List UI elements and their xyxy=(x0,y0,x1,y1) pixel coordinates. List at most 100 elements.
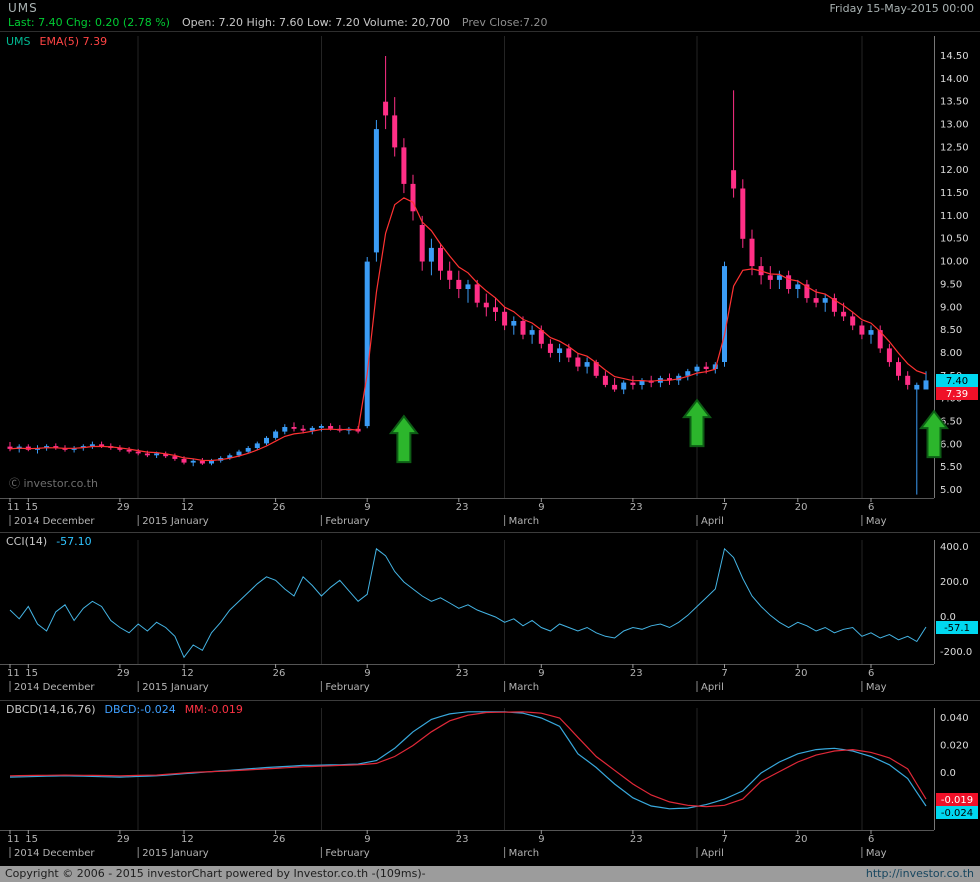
quote-ohlcv: Open: 7.20 High: 7.60 Low: 7.20 Volume: … xyxy=(181,16,450,29)
svg-text:0.0: 0.0 xyxy=(940,612,956,623)
x-axis: 11 15 29 12 26 9 23 9 23 7 20 6 2014 December 2015 Ja… xyxy=(0,532,980,693)
svg-text:23: 23 xyxy=(456,668,469,679)
svg-text:11: 11 xyxy=(7,502,20,513)
up-arrow-icon xyxy=(388,414,419,464)
copyright-text: Copyright © 2006 - 2015 investorChart po… xyxy=(5,867,426,880)
svg-text:29: 29 xyxy=(117,834,130,845)
svg-text:12: 12 xyxy=(181,502,194,513)
quote-infobar: Last: 7.40 Chg: 0.20 (2.78 %) Open: 7.20… xyxy=(0,16,980,32)
svg-text:9: 9 xyxy=(538,502,544,513)
svg-text:11.50: 11.50 xyxy=(940,188,969,199)
svg-text:April: April xyxy=(701,516,724,527)
svg-text:9: 9 xyxy=(364,502,370,513)
cci-indicator-label: CCI(14) xyxy=(6,535,48,548)
svg-text:13.50: 13.50 xyxy=(940,97,969,108)
svg-text:2014 December: 2014 December xyxy=(14,516,95,527)
svg-text:23: 23 xyxy=(630,834,643,845)
svg-text:March: March xyxy=(509,516,539,527)
svg-text:15: 15 xyxy=(25,502,38,513)
svg-text:14.00: 14.00 xyxy=(940,74,969,85)
cci-legend: CCI(14) -57.10 xyxy=(6,535,92,548)
cci-panel: 11 15 29 12 26 9 23 9 23 7 20 6 2014 December 2015 Ja… xyxy=(0,532,980,700)
quote-last-change: Last: 7.40 Chg: 0.20 (2.78 %) xyxy=(8,16,170,29)
legend-ema: EMA(5) 7.39 xyxy=(39,35,108,48)
dbcd-chart[interactable]: 11 15 29 12 26 9 23 9 23 7 20 6 2014 December 2015 Ja… xyxy=(0,700,980,866)
svg-text:15: 15 xyxy=(25,668,38,679)
svg-text:20: 20 xyxy=(795,834,808,845)
titlebar: UMS Friday 15-May-2015 00:00 xyxy=(0,0,980,16)
svg-text:6: 6 xyxy=(868,834,874,845)
ema-line xyxy=(9,197,927,462)
svg-text:February: February xyxy=(325,516,369,527)
price-chart-legend: UMS EMA(5) 7.39 xyxy=(6,35,107,48)
mm-value-label: MM:-0.019 xyxy=(184,703,243,716)
svg-text:5.00: 5.00 xyxy=(940,485,962,496)
svg-text:0.040: 0.040 xyxy=(940,713,969,724)
svg-text:11: 11 xyxy=(7,668,20,679)
svg-text:March: March xyxy=(509,848,539,859)
svg-text:9: 9 xyxy=(364,668,370,679)
svg-text:9: 9 xyxy=(364,834,370,845)
svg-text:23: 23 xyxy=(630,502,643,513)
svg-text:7.40: 7.40 xyxy=(946,376,968,387)
svg-text:9.50: 9.50 xyxy=(940,279,962,290)
datetime-label: Friday 15-May-2015 00:00 xyxy=(829,2,974,15)
svg-text:8.50: 8.50 xyxy=(940,325,962,336)
footer-bar: Copyright © 2006 - 2015 investorChart po… xyxy=(0,866,980,882)
svg-text:April: April xyxy=(701,682,724,693)
axis-value-badge: 7.39 xyxy=(936,387,978,400)
svg-text:May: May xyxy=(866,516,887,527)
svg-text:8.00: 8.00 xyxy=(940,348,962,359)
svg-text:7: 7 xyxy=(722,502,728,513)
svg-text:26: 26 xyxy=(273,668,286,679)
buy-signal-arrows xyxy=(388,398,950,464)
svg-text:11.00: 11.00 xyxy=(940,211,969,222)
svg-text:23: 23 xyxy=(456,502,469,513)
candlestick-series xyxy=(7,56,929,495)
dbcd-panel: 11 15 29 12 26 9 23 9 23 7 20 6 2014 December 2015 Ja… xyxy=(0,700,980,866)
svg-text:26: 26 xyxy=(273,502,286,513)
svg-text:9: 9 xyxy=(538,834,544,845)
svg-text:-0.019: -0.019 xyxy=(941,795,973,806)
svg-text:May: May xyxy=(866,682,887,693)
svg-text:2014 December: 2014 December xyxy=(14,848,95,859)
mm-line xyxy=(9,711,927,808)
svg-text:March: March xyxy=(509,682,539,693)
dbcd-legend: DBCD(14,16,76) DBCD:-0.024 MM:-0.019 xyxy=(6,703,243,716)
svg-text:5.50: 5.50 xyxy=(940,462,962,473)
svg-text:400.0: 400.0 xyxy=(940,542,969,553)
svg-text:11: 11 xyxy=(7,834,20,845)
axis-value-badge: -0.019 xyxy=(936,793,978,806)
axis-value-badge: 7.40 xyxy=(936,374,978,387)
cci-chart[interactable]: 11 15 29 12 26 9 23 9 23 7 20 6 2014 December 2015 Ja… xyxy=(0,532,980,700)
svg-text:12.50: 12.50 xyxy=(940,142,969,153)
cci-line xyxy=(9,547,927,659)
up-arrow-icon xyxy=(918,409,950,459)
svg-text:29: 29 xyxy=(117,668,130,679)
svg-text:10.50: 10.50 xyxy=(940,234,969,245)
quote-prev-close: Prev Close:7.20 xyxy=(461,16,548,29)
candlestick-chart[interactable]: 11 15 29 12 26 9 23 9 23 7 20 6 2014 December 2015 Ja… xyxy=(0,32,980,532)
svg-text:2015 January: 2015 January xyxy=(142,682,209,693)
svg-text:6: 6 xyxy=(868,502,874,513)
svg-text:2015 January: 2015 January xyxy=(142,516,209,527)
symbol-title: UMS xyxy=(8,1,38,15)
svg-text:-57.1: -57.1 xyxy=(944,623,970,634)
svg-text:200.0: 200.0 xyxy=(940,577,969,588)
x-axis: 11 15 29 12 26 9 23 9 23 7 20 6 2014 December 2015 Ja… xyxy=(0,36,935,527)
svg-text:2014 December: 2014 December xyxy=(14,682,95,693)
svg-text:7: 7 xyxy=(722,668,728,679)
svg-text:29: 29 xyxy=(117,502,130,513)
svg-text:12: 12 xyxy=(181,668,194,679)
svg-text:13.00: 13.00 xyxy=(940,120,969,131)
up-arrow-icon xyxy=(681,398,713,448)
svg-text:-200.0: -200.0 xyxy=(940,647,972,658)
svg-text:12.00: 12.00 xyxy=(940,165,969,176)
axis-value-badge: -0.024 xyxy=(936,806,978,819)
svg-text:0.0: 0.0 xyxy=(940,768,956,779)
footer-url[interactable]: http://investor.co.th xyxy=(865,867,974,880)
watermark: Ⓒ investor.co.th xyxy=(9,477,98,490)
svg-text:12: 12 xyxy=(181,834,194,845)
svg-text:6: 6 xyxy=(868,668,874,679)
